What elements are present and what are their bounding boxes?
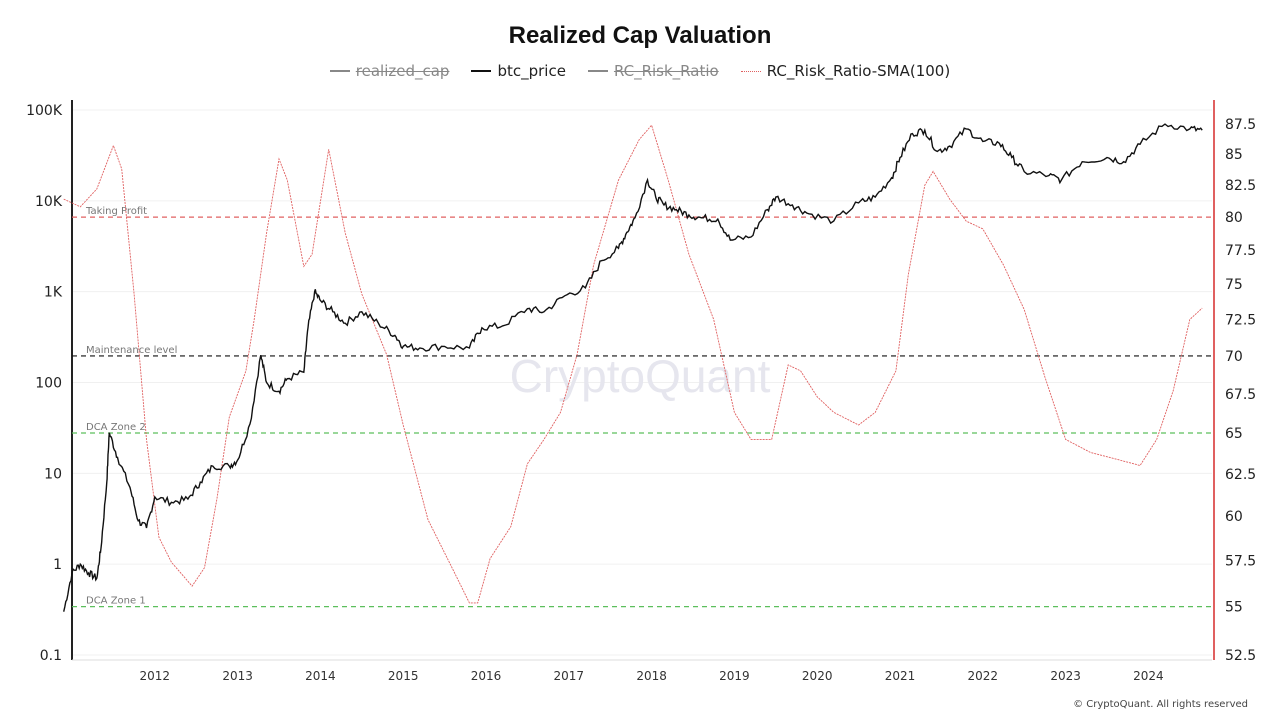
y-left-tick-label: 100K	[26, 103, 63, 119]
legend-label: realized_cap	[355, 62, 450, 80]
y-right-tick-label: 67.5	[1225, 387, 1256, 403]
x-tick-label: 2023	[1050, 669, 1081, 683]
y-right-tick-label: 57.5	[1225, 553, 1256, 569]
x-tick-label: 2016	[471, 669, 502, 683]
y-right-tick-label: 62.5	[1225, 467, 1256, 483]
y-left-tick-label: 1K	[44, 285, 63, 301]
level-label: DCA Zone 2	[86, 422, 146, 433]
x-tick-label: 2024	[1133, 669, 1164, 683]
y-right-tick-label: 75	[1225, 277, 1243, 293]
copyright-footer: © CryptoQuant. All rights reserved	[1073, 699, 1248, 710]
x-tick-label: 2020	[802, 669, 833, 683]
y-left-tick-label: 1	[53, 557, 62, 573]
legend-label: btc_price	[497, 62, 566, 80]
legend-swatch	[471, 70, 492, 72]
x-tick-label: 2022	[968, 669, 999, 683]
y-left-tick-label: 100	[35, 376, 62, 392]
legend-item-realized-cap[interactable]: realized_cap	[329, 62, 450, 80]
legend-swatch	[587, 70, 608, 72]
y-left-tick-label: 10K	[35, 194, 63, 210]
legend-label: RC_Risk_Ratio	[613, 62, 719, 80]
legend: realized_cap btc_price RC_Risk_Ratio RC_…	[0, 62, 1280, 80]
x-tick-label: 2021	[885, 669, 916, 683]
y-right-tick-label: 65	[1225, 426, 1243, 442]
x-tick-label: 2012	[140, 669, 171, 683]
legend-swatch	[329, 70, 350, 72]
y-right-tick-label: 70	[1225, 349, 1243, 365]
level-label: Maintenance level	[86, 345, 177, 356]
y-right-tick-label: 80	[1225, 210, 1243, 226]
legend-item-rc-risk-ratio[interactable]: RC_Risk_Ratio	[587, 62, 719, 80]
x-tick-label: 2017	[554, 669, 585, 683]
legend-label: RC_Risk_Ratio-SMA(100)	[766, 62, 951, 80]
y-right-tick-label: 77.5	[1225, 243, 1256, 259]
x-tick-label: 2015	[388, 669, 419, 683]
x-tick-label: 2019	[719, 669, 750, 683]
y-right-tick-label: 82.5	[1225, 178, 1256, 194]
y-right-tick-label: 85	[1225, 147, 1243, 163]
x-tick-label: 2013	[222, 669, 253, 683]
sma-line	[63, 124, 1203, 604]
y-right-tick-label: 60	[1225, 509, 1243, 525]
y-right-tick-label: 72.5	[1225, 312, 1256, 328]
y-right-tick-label: 87.5	[1225, 117, 1256, 133]
legend-item-btc-price[interactable]: btc_price	[471, 62, 566, 80]
chart-title: Realized Cap Valuation	[508, 22, 772, 49]
y-left-tick-label: 10	[44, 466, 62, 482]
btc-price-line	[63, 123, 1203, 612]
x-tick-label: 2014	[305, 669, 336, 683]
level-label: Taking Profit	[85, 206, 147, 217]
y-left-tick-label: 0.1	[40, 648, 62, 664]
y-right-tick-label: 55	[1225, 600, 1243, 616]
legend-item-rc-risk-ratio-sma[interactable]: RC_Risk_Ratio-SMA(100)	[740, 62, 951, 80]
legend-swatch	[740, 70, 761, 72]
y-right-tick-label: 52.5	[1225, 648, 1256, 664]
level-label: DCA Zone 1	[86, 596, 146, 607]
watermark: CryptoQuant	[510, 350, 771, 402]
x-tick-label: 2018	[636, 669, 667, 683]
